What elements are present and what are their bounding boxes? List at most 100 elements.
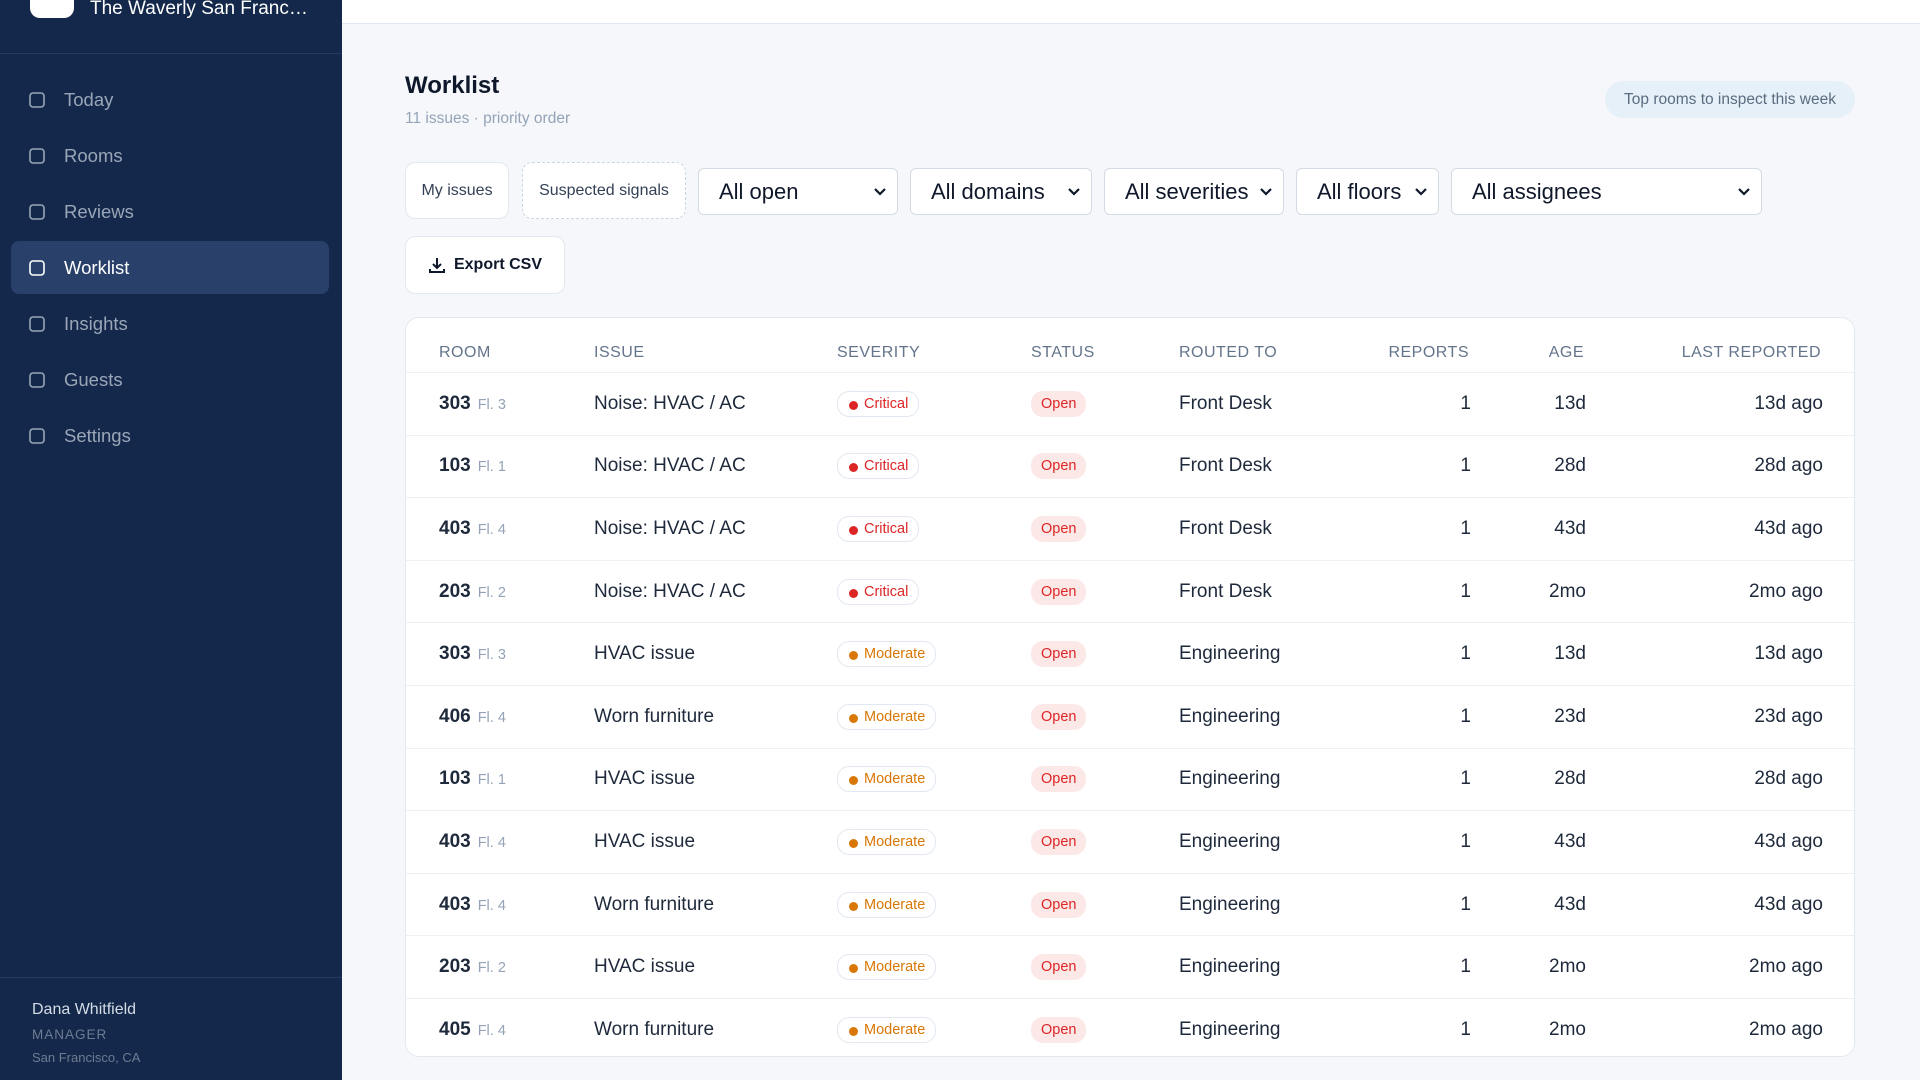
filter-select[interactable]: All severities xyxy=(1104,168,1284,215)
filter-button[interactable]: My issues xyxy=(405,162,509,219)
chevron xyxy=(874,188,886,196)
status-pill: Open xyxy=(1031,954,1087,981)
nav-item[interactable]: Insights xyxy=(11,297,329,350)
issue: HVAC issue xyxy=(594,956,696,978)
status-pill: Open xyxy=(1031,766,1087,793)
chevron xyxy=(1415,188,1427,196)
status-pill: Open xyxy=(1031,703,1087,730)
badge[interactable]: Top rooms to inspect this week xyxy=(1605,81,1855,118)
age: 2mo xyxy=(1549,1018,1586,1040)
routed-to: Front Desk xyxy=(1179,517,1272,539)
age: 23d xyxy=(1554,705,1586,727)
routed-to: Engineering xyxy=(1179,768,1281,790)
room-cell: 103 Fl. 1 xyxy=(439,768,506,790)
top-bar xyxy=(342,0,1920,24)
severity-dot xyxy=(849,400,858,410)
chevron xyxy=(1068,188,1080,196)
room-cell: 103 Fl. 1 xyxy=(439,455,506,477)
nav-item[interactable]: Guests xyxy=(11,353,329,406)
filter-select[interactable]: All floors xyxy=(1296,168,1439,215)
table-row[interactable]: 103 Fl. 1 HVAC issue Moderate Open Engineerin… xyxy=(406,747,1854,811)
export-label: Export CSV xyxy=(453,256,542,273)
column-header: SEVERITY xyxy=(837,344,921,361)
table-row[interactable]: 403 Fl. 4 Noise: HVAC / AC Critical Open Fron… xyxy=(406,497,1854,560)
room-cell: 406 Fl. 4 xyxy=(439,706,506,728)
severity-dot xyxy=(849,964,858,974)
routed-to: Engineering xyxy=(1179,893,1281,915)
room-cell: 203 Fl. 2 xyxy=(439,956,506,978)
status-pill: Open xyxy=(1031,641,1087,668)
age: 43d xyxy=(1554,893,1586,915)
floor: Fl. 4 xyxy=(477,1022,506,1039)
severity-pill: Moderate xyxy=(837,641,937,668)
issue: Noise: HVAC / AC xyxy=(594,455,746,477)
column-header: AGE xyxy=(1548,344,1584,361)
table-row[interactable]: 103 Fl. 1 Noise: HVAC / AC Critical Open Fron… xyxy=(406,434,1854,498)
column-header: ROOM xyxy=(439,344,491,361)
filter-select[interactable]: All domains xyxy=(910,168,1092,215)
floor: Fl. 1 xyxy=(477,459,506,476)
nav-label: Today xyxy=(64,88,114,110)
table-row[interactable]: 405 Fl. 4 Worn furniture Moderate Open Engine… xyxy=(406,998,1854,1056)
divider xyxy=(0,53,342,54)
nav-item[interactable]: Rooms xyxy=(11,129,329,182)
nav-icon xyxy=(29,148,45,164)
last-reported: 28d ago xyxy=(1754,768,1823,790)
status-pill: Open xyxy=(1031,453,1087,480)
table-row[interactable]: 203 Fl. 2 Noise: HVAC / AC Critical Open Fron… xyxy=(406,559,1854,623)
floor: Fl. 2 xyxy=(477,584,506,601)
severity-pill: Moderate xyxy=(837,954,937,981)
issue: Noise: HVAC / AC xyxy=(594,392,746,414)
floor: Fl. 2 xyxy=(477,960,506,977)
routed-to: Front Desk xyxy=(1179,455,1272,477)
severity-pill: Critical xyxy=(837,578,920,605)
routed-to: Front Desk xyxy=(1179,392,1272,414)
floor: Fl. 1 xyxy=(477,772,506,789)
severity-dot xyxy=(849,651,858,661)
filter-select[interactable]: All open xyxy=(698,168,898,215)
last-reported: 2mo ago xyxy=(1749,956,1823,978)
nav-item[interactable]: Worklist xyxy=(11,241,329,294)
table-row[interactable]: 403 Fl. 4 Worn furniture Moderate Open Engine… xyxy=(406,872,1854,936)
reports: 1 xyxy=(1460,956,1471,978)
room-number: 103 xyxy=(439,768,471,790)
room-number: 403 xyxy=(439,517,471,539)
worklist-table: ROOM ISSUE SEVERITY STATUS ROUTED TO REPORTS A… xyxy=(405,317,1855,1057)
floor: Fl. 4 xyxy=(477,897,506,914)
room-number: 303 xyxy=(439,392,471,414)
issue: HVAC issue xyxy=(594,643,696,665)
age: 13d xyxy=(1554,643,1586,665)
reports: 1 xyxy=(1460,768,1471,790)
severity-dot xyxy=(849,838,858,848)
issue: Noise: HVAC / AC xyxy=(594,580,746,602)
table-row[interactable]: 303 Fl. 3 Noise: HVAC / AC Critical Open Fron… xyxy=(406,372,1854,435)
room-number: 403 xyxy=(439,830,471,852)
status-pill: Open xyxy=(1031,515,1087,542)
nav-label: Settings xyxy=(64,424,131,446)
table-row[interactable]: 406 Fl. 4 Worn furniture Moderate Open Engine… xyxy=(406,685,1854,748)
filter-button[interactable]: Suspected signals xyxy=(522,162,686,219)
table-row[interactable]: 203 Fl. 2 HVAC issue Moderate Open Engineerin… xyxy=(406,935,1854,998)
filter-select[interactable]: All assignees xyxy=(1451,168,1762,215)
chevron xyxy=(1260,188,1272,196)
download-icon xyxy=(428,258,445,273)
status-pill: Open xyxy=(1031,578,1087,605)
age: 2mo xyxy=(1549,956,1586,978)
status-pill: Open xyxy=(1031,828,1087,855)
export-button[interactable]: Export CSV xyxy=(405,236,565,294)
nav-icon xyxy=(29,316,45,332)
nav-item[interactable]: Settings xyxy=(11,409,329,462)
table-row[interactable]: 403 Fl. 4 HVAC issue Moderate Open Engineerin… xyxy=(406,810,1854,873)
status-pill: Open xyxy=(1031,390,1087,417)
issue: HVAC issue xyxy=(594,830,696,852)
reports: 1 xyxy=(1460,1018,1471,1040)
table-row[interactable]: 303 Fl. 3 HVAC issue Moderate Open Engineerin… xyxy=(406,622,1854,685)
nav-item[interactable]: Today xyxy=(11,73,329,126)
last-reported: 2mo ago xyxy=(1749,1018,1823,1040)
nav-item[interactable]: Reviews xyxy=(11,185,329,238)
user-name: Dana Whitfield xyxy=(32,1001,137,1018)
issue: Noise: HVAC / AC xyxy=(594,517,746,539)
nav-icon xyxy=(29,204,45,220)
severity-pill: Critical xyxy=(837,390,920,417)
reports: 1 xyxy=(1460,893,1471,915)
